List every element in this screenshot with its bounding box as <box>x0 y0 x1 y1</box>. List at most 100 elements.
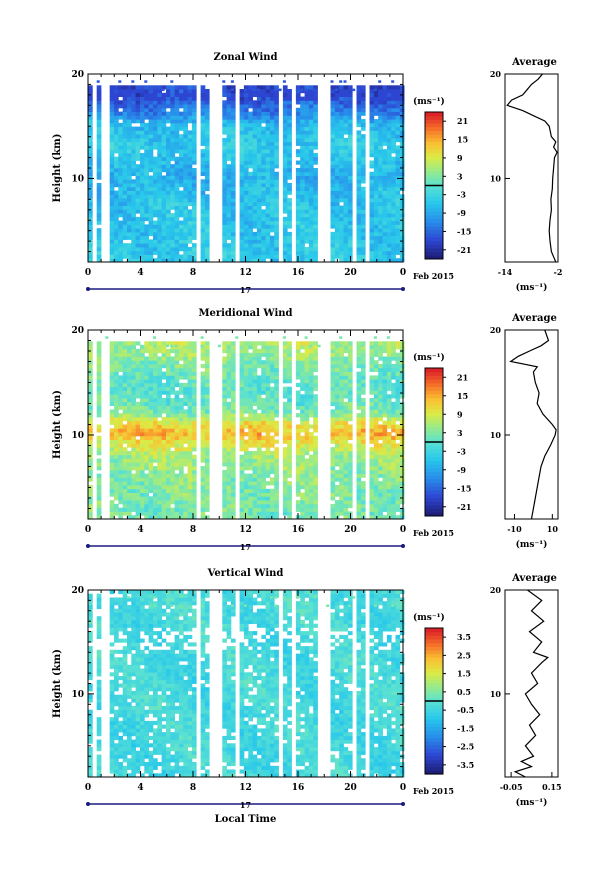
heatmap-cell <box>140 205 145 210</box>
heatmap-cell <box>153 160 158 165</box>
heatmap-cell <box>282 462 288 467</box>
heatmap-cell <box>248 485 253 490</box>
heatmap-cell <box>222 496 227 501</box>
heatmap-cell <box>248 413 253 418</box>
heatmap-cell <box>148 239 154 244</box>
heatmap-cell <box>343 477 349 482</box>
heatmap-cell <box>274 341 279 346</box>
heatmap-cell <box>300 458 305 463</box>
heatmap-cell <box>118 254 123 259</box>
heatmap-cell <box>179 231 184 237</box>
heatmap-cell <box>265 111 271 116</box>
heatmap-cell <box>109 239 115 244</box>
heatmap-cell <box>265 243 271 248</box>
heatmap-cell <box>230 352 236 357</box>
heatmap-cell <box>308 367 314 372</box>
heatmap-cell <box>161 428 167 433</box>
heatmap-cell <box>109 168 115 173</box>
heatmap-cell <box>140 454 145 459</box>
heatmap-cell <box>144 258 149 263</box>
colorbar-band <box>425 141 443 146</box>
heatmap-cell <box>334 100 340 105</box>
heatmap-cell <box>230 126 236 131</box>
colorbar-band <box>425 148 443 153</box>
heatmap-cell <box>330 515 336 520</box>
heatmap-cell <box>295 477 301 482</box>
heatmap-cell <box>369 137 375 143</box>
heatmap-cell <box>127 435 132 440</box>
heatmap-cell <box>114 96 119 101</box>
heatmap-cell <box>174 137 180 143</box>
heatmap-cell <box>230 492 236 497</box>
heatmap-cell <box>295 239 301 244</box>
heatmap-cell <box>88 190 93 195</box>
heatmap-cell <box>183 439 188 444</box>
heatmap-cell <box>96 341 102 346</box>
heatmap-cell <box>300 119 305 124</box>
heatmap-cell <box>261 201 266 206</box>
heatmap-cell <box>122 348 128 354</box>
heatmap-cell <box>157 424 162 429</box>
heatmap-cell <box>131 190 136 195</box>
heatmap-cell <box>118 390 123 395</box>
heatmap-cell <box>261 111 266 116</box>
heatmap-cell <box>187 371 193 376</box>
heatmap-cell <box>330 107 336 112</box>
heatmap-cell <box>200 371 206 376</box>
heatmap-cell <box>226 96 232 101</box>
heatmap-cell <box>391 205 396 210</box>
heatmap-cell <box>334 153 340 158</box>
heatmap-cell <box>140 164 145 169</box>
heatmap-cell <box>300 507 305 512</box>
heatmap-cell <box>239 107 245 112</box>
heatmap-cell <box>274 447 279 452</box>
heatmap-cell <box>256 213 262 218</box>
heatmap-cell <box>187 428 193 433</box>
heatmap-cell <box>386 235 392 240</box>
heatmap-cell <box>282 439 288 444</box>
heatmap-cell <box>239 126 245 131</box>
heatmap-cell <box>183 398 188 403</box>
heatmap-cell <box>360 122 366 128</box>
heatmap-cell <box>166 511 171 516</box>
heatmap-cell <box>274 398 279 403</box>
heatmap-cell <box>200 469 206 475</box>
heatmap-cell <box>265 345 271 350</box>
heatmap-cell <box>135 179 141 184</box>
heatmap-cell <box>109 341 115 346</box>
heatmap-cell <box>148 481 154 486</box>
heatmap-cell <box>239 416 245 422</box>
heatmap-cell <box>118 85 123 90</box>
heatmap-cell <box>170 186 175 191</box>
heatmap-cell <box>287 375 292 380</box>
heatmap-cell <box>131 432 136 437</box>
heatmap-cell <box>308 413 314 418</box>
heatmap-cell <box>265 201 271 206</box>
heatmap-cell <box>282 190 288 195</box>
heatmap-cell <box>339 401 344 406</box>
heatmap-cell <box>378 258 383 263</box>
heatmap-cell <box>144 235 149 240</box>
heatmap-cell <box>144 447 149 452</box>
heatmap-cell <box>174 371 180 376</box>
heatmap-cell <box>269 454 275 459</box>
heatmap-cell <box>239 250 245 255</box>
heatmap-cell <box>179 371 184 376</box>
heatmap-cell <box>170 364 175 369</box>
heatmap-cell <box>308 115 314 120</box>
heatmap-cell <box>295 88 299 92</box>
heatmap-cell <box>295 394 301 399</box>
heatmap-cell <box>399 194 405 199</box>
heatmap-cell <box>313 85 318 90</box>
heatmap-cell <box>308 141 314 146</box>
heatmap-cell <box>179 401 184 406</box>
heatmap-cell <box>148 160 154 165</box>
heatmap-cell <box>166 250 171 255</box>
heatmap-cell <box>269 250 275 255</box>
heatmap-cell <box>222 254 227 259</box>
heatmap-cell <box>131 341 136 346</box>
heatmap-cell <box>295 382 301 388</box>
heatmap-cell <box>360 107 366 112</box>
heatmap-cell <box>378 179 383 184</box>
heatmap-cell <box>187 130 193 135</box>
